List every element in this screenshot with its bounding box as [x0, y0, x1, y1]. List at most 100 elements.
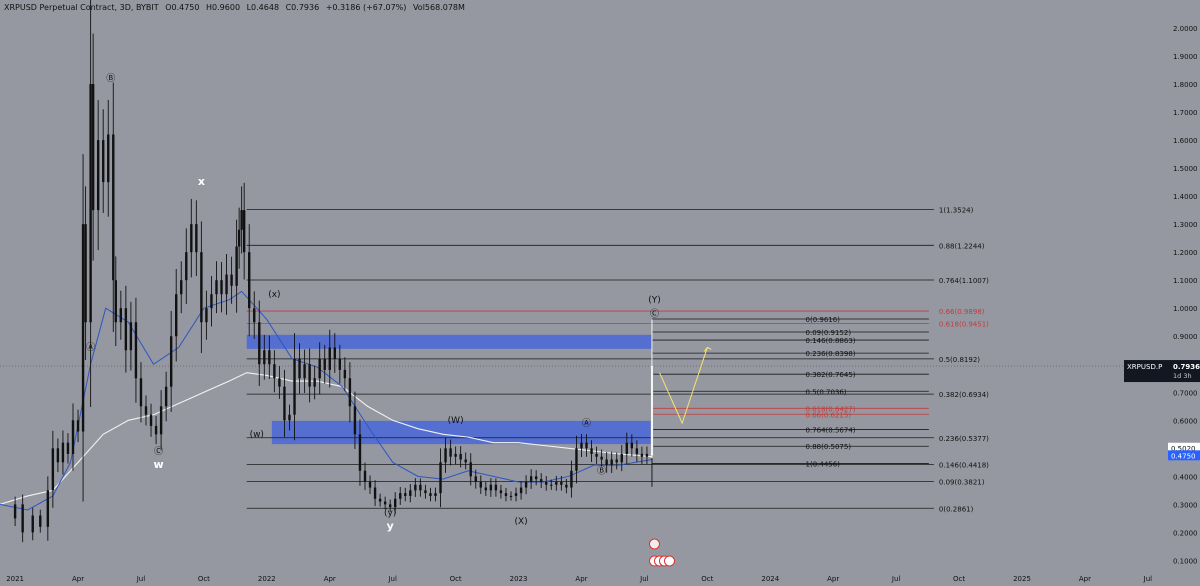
candle-body — [605, 459, 608, 466]
fib-red-label: 0.66(0.9898) — [939, 308, 985, 316]
x-tick-label: 2025 — [1013, 575, 1031, 583]
fib-level-label: 0.236(0.8398) — [806, 350, 856, 358]
fib-level-label: 0(0.2861) — [939, 505, 974, 513]
candle-body — [454, 453, 457, 457]
candle-body — [434, 493, 437, 496]
candle-body — [71, 420, 75, 454]
fib-level-label: 0.764(1.1007) — [939, 277, 989, 285]
event-icon — [663, 555, 675, 567]
candle-body — [424, 490, 427, 494]
candle-body — [524, 481, 528, 488]
candle-body — [343, 369, 347, 379]
candle-body — [565, 484, 568, 488]
candle-body — [353, 406, 357, 435]
candle-body — [134, 322, 138, 379]
fib-level-label: 1(0.4456) — [806, 461, 841, 469]
candle-body — [625, 442, 628, 454]
candle-body — [600, 456, 603, 460]
candle-body — [358, 434, 362, 471]
x-tick-label: Apr — [827, 575, 839, 583]
candle-body — [175, 294, 178, 337]
candle-body — [585, 442, 588, 449]
fib-level-label: 0.88(1.2244) — [939, 242, 985, 250]
x-tick-label: 2022 — [258, 575, 276, 583]
candle-body — [91, 84, 95, 211]
x-tick-label: Apr — [1079, 575, 1091, 583]
candle-body — [645, 453, 649, 457]
fib-level-label: 1(1.3524) — [939, 206, 974, 214]
y-tick-label: 0.2000 — [1173, 529, 1198, 537]
candle-body — [388, 504, 392, 508]
candle-body — [404, 493, 407, 496]
candle-body — [248, 252, 251, 309]
candle-body — [235, 246, 238, 286]
fib-level-label: 0.764(0.5674) — [806, 426, 856, 434]
candle-body — [333, 347, 336, 359]
candle-body — [225, 274, 228, 295]
candle-body — [21, 504, 24, 533]
volume-readout: Vol568.078M — [412, 3, 465, 12]
candle-body — [293, 358, 296, 415]
candle-body — [84, 224, 87, 323]
ohlc-close: C0.7936 — [285, 3, 320, 12]
candle-body — [46, 490, 50, 527]
candle-body — [479, 481, 482, 488]
wave-label: (w) — [250, 430, 264, 440]
candle-body — [298, 358, 301, 379]
candle-body — [61, 442, 65, 463]
current-price-tag-symbol: XRPUSD.P — [1127, 363, 1162, 371]
y-tick-label: 0.1000 — [1173, 557, 1198, 565]
candle-body — [570, 470, 573, 488]
candle-body — [328, 347, 331, 370]
candle-body — [575, 448, 578, 471]
wave-label: (y) — [384, 509, 396, 519]
y-tick-label: 1.9000 — [1173, 53, 1198, 61]
candle-body — [185, 252, 188, 281]
candle-body — [469, 462, 472, 477]
fib-level-label: 0.5(0.7036) — [806, 388, 847, 396]
candle-body — [620, 453, 623, 463]
candle-body — [278, 378, 281, 387]
wave-label: Ⓑ — [597, 466, 606, 477]
fib-level-label: 0.09(0.9152) — [806, 329, 852, 337]
x-tick-label: Apr — [72, 575, 84, 583]
price-tag-white-text: 0.5020 — [1171, 445, 1196, 453]
candle-body — [169, 336, 173, 387]
x-tick-label: Oct — [198, 575, 210, 583]
candle-body — [13, 504, 17, 519]
candle-body — [76, 420, 80, 432]
candle-body — [89, 84, 92, 323]
symbol-title[interactable]: XRPUSD Perpetual Contract, 3D, BYBIT — [4, 3, 159, 12]
candle-body — [215, 280, 218, 295]
candle-body — [635, 448, 639, 454]
candle-body — [580, 442, 583, 449]
y-tick-label: 1.3000 — [1173, 221, 1198, 229]
projection-path — [659, 347, 708, 425]
wave-label: (W) — [448, 416, 464, 426]
price-tag-blue: 0.4750 — [1168, 450, 1200, 461]
price-tag-white-bg — [1168, 442, 1200, 453]
candle-body — [149, 414, 153, 426]
ohlc-change: +0.3186 (+67.07%) — [325, 3, 407, 12]
candle-body — [144, 406, 148, 415]
candle-body — [200, 252, 203, 323]
x-tick-label: 2021 — [6, 575, 24, 583]
candle-body — [195, 224, 198, 253]
current-price-tag-bg — [1124, 360, 1200, 383]
candle-body — [124, 308, 128, 351]
x-tick-label: Jul — [136, 575, 146, 583]
event-icon — [648, 538, 660, 550]
candle-body — [303, 364, 306, 379]
candle-body — [210, 294, 213, 309]
x-tick-label: Oct — [701, 575, 713, 583]
y-tick-label: 0.3000 — [1173, 501, 1198, 509]
x-tick-label: Jul — [891, 575, 901, 583]
x-tick-label: Apr — [575, 575, 587, 583]
candle-body — [268, 350, 271, 365]
candle-body — [56, 448, 60, 463]
candles — [13, 0, 654, 543]
wave-label: (x) — [268, 290, 280, 300]
candle-body — [39, 515, 42, 527]
fib-level-label: 0.382(0.6934) — [939, 391, 989, 399]
